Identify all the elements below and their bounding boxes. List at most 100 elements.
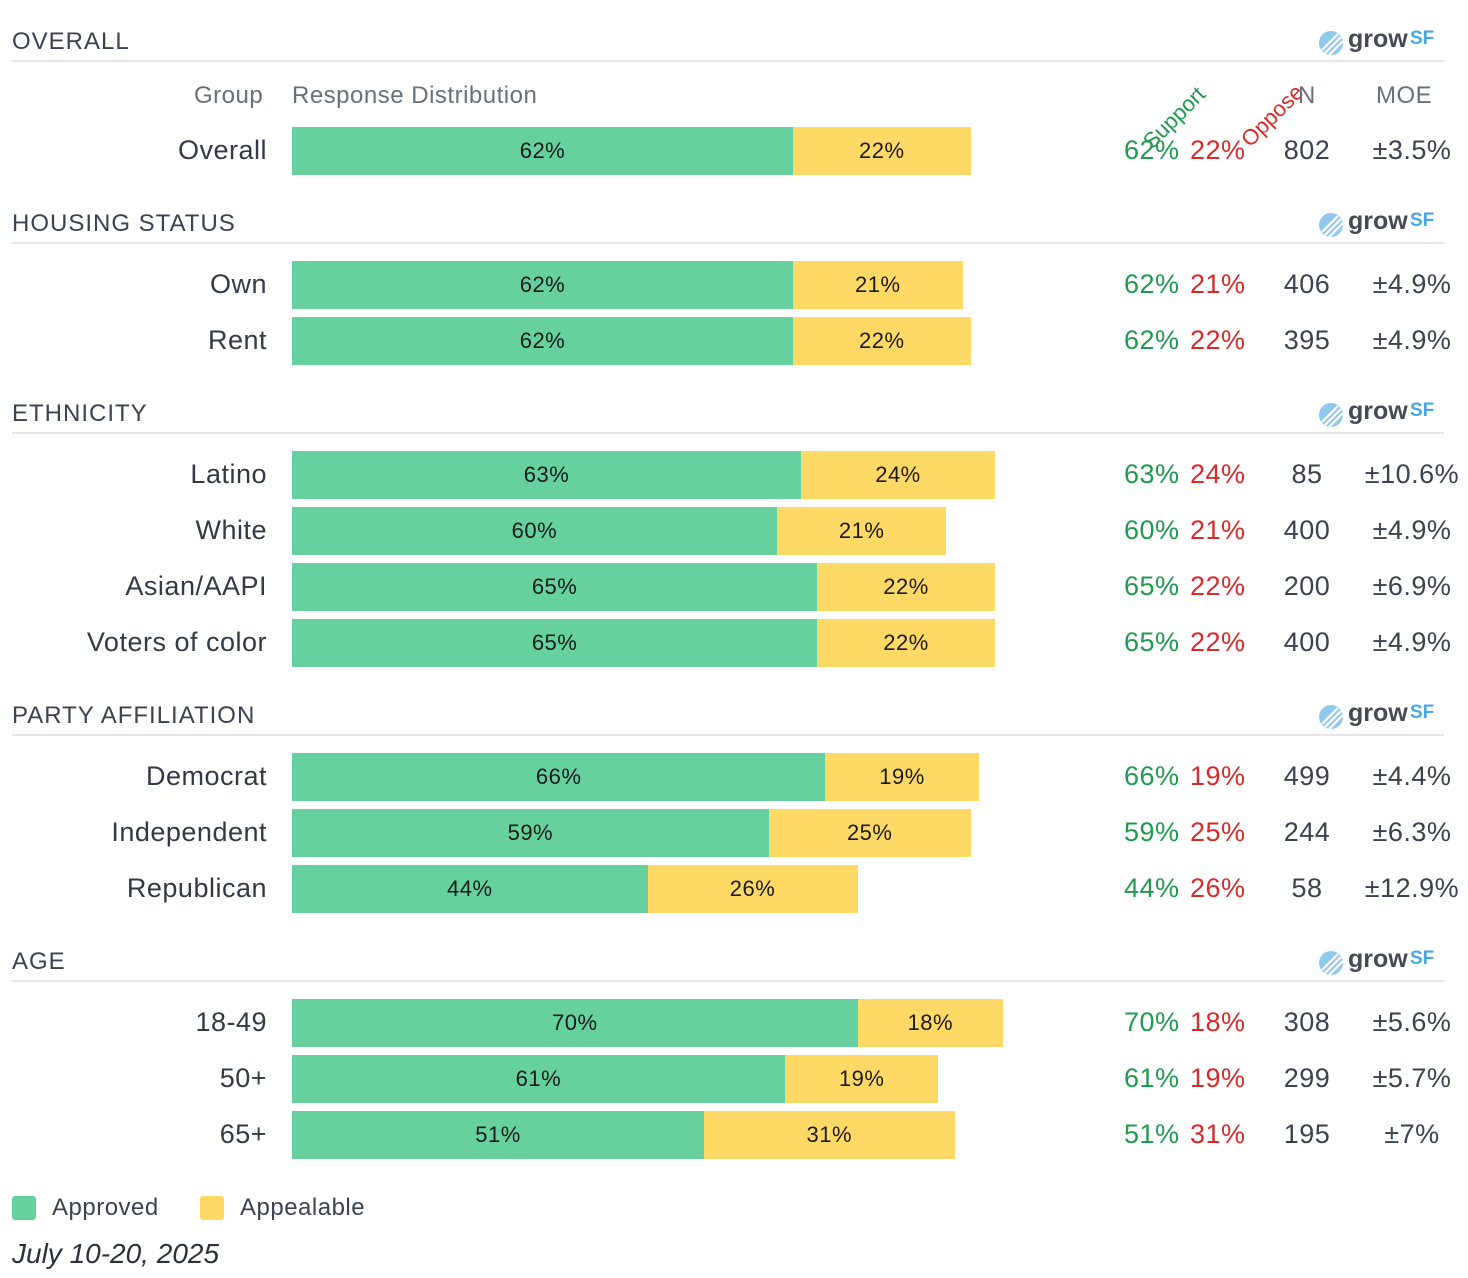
oppose-value: 22% — [1190, 135, 1246, 165]
support-value: 66% — [1124, 761, 1180, 791]
sample-size: 499 — [1283, 761, 1331, 791]
sample-size: 58 — [1291, 873, 1323, 903]
growsf-logo-icon — [1319, 213, 1344, 238]
approved-bar: 51% — [292, 1111, 705, 1159]
growsf-logo-icon — [1319, 951, 1344, 976]
sample-size: 195 — [1283, 1119, 1331, 1149]
legend-appealable-label: Appealable — [240, 1194, 366, 1221]
section-title: PARTY AFFILIATION — [12, 702, 256, 729]
growsf-logo-suffix: SF — [1410, 702, 1435, 723]
oppose-value: 21% — [1190, 269, 1246, 299]
group-label: Asian/AAPI — [125, 571, 267, 601]
n-column-header: N — [1298, 82, 1316, 109]
appealable-bar: 19% — [784, 1055, 939, 1103]
margin-of-error: ±10.6% — [1364, 459, 1460, 489]
sample-size: 395 — [1283, 325, 1331, 355]
oppose-value: 22% — [1190, 571, 1246, 601]
oppose-value: 31% — [1190, 1119, 1246, 1149]
support-value: 61% — [1124, 1063, 1180, 1093]
growsf-logo-suffix: SF — [1410, 28, 1435, 49]
section-title: ETHNICITY — [12, 400, 148, 427]
support-value: 51% — [1124, 1119, 1180, 1149]
oppose-value: 26% — [1190, 873, 1246, 903]
growsf-logo-word: grow — [1348, 699, 1408, 727]
oppose-value: 22% — [1190, 325, 1246, 355]
sample-size: 200 — [1283, 571, 1331, 601]
appealable-bar: 21% — [776, 507, 947, 555]
margin-of-error: ±6.3% — [1372, 817, 1452, 847]
group-label: 65+ — [219, 1119, 267, 1149]
section-divider — [12, 242, 1444, 244]
approved-bar: 44% — [292, 865, 648, 913]
approved-bar: 60% — [292, 507, 777, 555]
appealable-bar: 26% — [647, 865, 858, 913]
oppose-value: 22% — [1190, 627, 1246, 657]
growsf-logo: grow SF — [1318, 397, 1448, 430]
group-label: Overall — [177, 135, 267, 165]
section-title: HOUSING STATUS — [12, 210, 236, 237]
oppose-value: 21% — [1190, 515, 1246, 545]
sample-size: 308 — [1283, 1007, 1331, 1037]
group-label: 18-49 — [195, 1007, 267, 1037]
appealable-bar: 21% — [792, 261, 963, 309]
group-column-header: Group — [194, 82, 264, 109]
sample-size: 244 — [1283, 817, 1331, 847]
margin-of-error: ±4.9% — [1372, 627, 1452, 657]
margin-of-error: ±12.9% — [1364, 873, 1460, 903]
approved-bar: 65% — [292, 563, 818, 611]
sample-size: 400 — [1283, 627, 1331, 657]
margin-of-error: ±4.9% — [1372, 325, 1452, 355]
appealable-bar: 22% — [792, 317, 971, 365]
oppose-value: 19% — [1190, 761, 1246, 791]
group-label: Independent — [111, 817, 267, 847]
appealable-bar: 31% — [704, 1111, 955, 1159]
support-value: 70% — [1124, 1007, 1180, 1037]
survey-date: July 10-20, 2025 — [12, 1238, 220, 1269]
approved-bar: 66% — [292, 753, 826, 801]
group-label: White — [195, 515, 267, 545]
growsf-logo-word: grow — [1348, 207, 1408, 235]
group-label: Democrat — [145, 761, 267, 791]
growsf-logo: grow SF — [1318, 207, 1448, 240]
approved-bar: 62% — [292, 127, 793, 175]
section-title: AGE — [12, 948, 66, 975]
group-label: Voters of color — [86, 627, 267, 657]
sample-size: 85 — [1291, 459, 1323, 489]
group-label: 50+ — [219, 1063, 267, 1093]
support-value: 63% — [1124, 459, 1180, 489]
group-label: Republican — [126, 873, 267, 903]
appealable-bar: 22% — [817, 619, 995, 667]
appealable-bar: 18% — [857, 999, 1004, 1047]
support-value: 62% — [1124, 325, 1180, 355]
support-value: 65% — [1124, 571, 1180, 601]
approved-bar: 63% — [292, 451, 802, 499]
approved-bar: 59% — [292, 809, 769, 857]
approved-bar: 61% — [292, 1055, 785, 1103]
appealable-bar: 19% — [825, 753, 979, 801]
growsf-logo: grow SF — [1318, 699, 1448, 732]
growsf-logo-icon — [1319, 705, 1344, 730]
margin-of-error: ±5.7% — [1372, 1063, 1452, 1093]
section-divider — [12, 734, 1444, 736]
distribution-column-header: Response Distribution — [292, 82, 538, 109]
approved-bar: 70% — [292, 999, 858, 1047]
margin-of-error: ±5.6% — [1372, 1007, 1452, 1037]
moe-column-header: MOE — [1376, 82, 1433, 109]
appealable-bar: 24% — [801, 451, 995, 499]
growsf-logo-suffix: SF — [1410, 400, 1435, 421]
sample-size: 802 — [1283, 135, 1331, 165]
legend-approved-swatch — [12, 1196, 36, 1220]
legend-approved-label: Approved — [52, 1194, 159, 1221]
oppose-value: 25% — [1190, 817, 1246, 847]
support-value: 44% — [1124, 873, 1180, 903]
group-label: Rent — [207, 325, 267, 355]
approved-bar: 62% — [292, 261, 793, 309]
support-value: 65% — [1124, 627, 1180, 657]
margin-of-error: ±4.9% — [1372, 515, 1452, 545]
margin-of-error: ±4.4% — [1372, 761, 1452, 791]
margin-of-error: ±4.9% — [1372, 269, 1452, 299]
support-value: 59% — [1124, 817, 1180, 847]
appealable-bar: 22% — [792, 127, 971, 175]
growsf-logo: grow SF — [1318, 25, 1448, 58]
